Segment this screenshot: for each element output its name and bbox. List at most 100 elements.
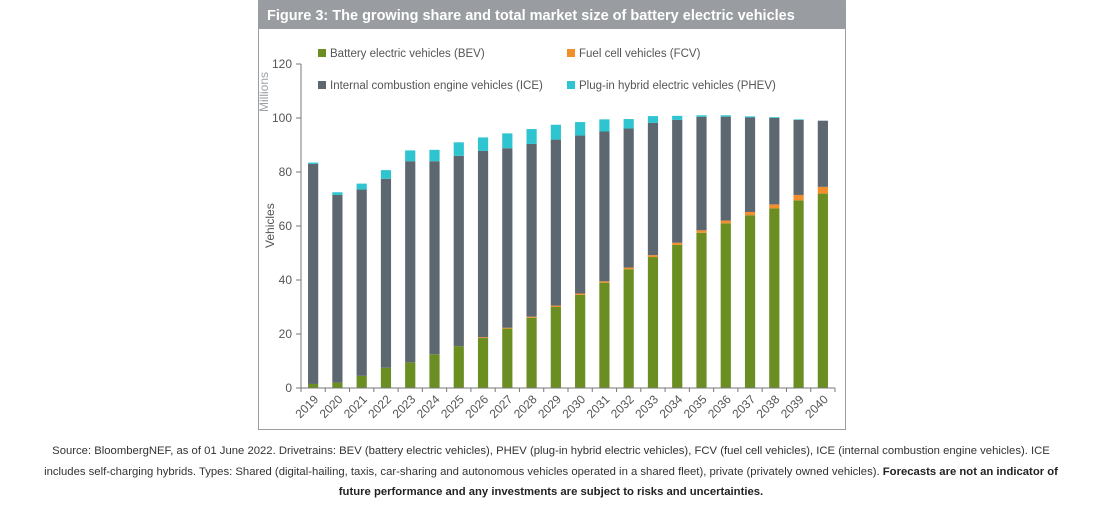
bar-segment-fcv-2028: [526, 316, 537, 318]
legend-label: Battery electric vehicles (BEV): [330, 48, 485, 60]
caption-line-2: includes self-charging hybrids. Types: S…: [0, 462, 1102, 483]
figure-title: Figure 3: The growing share and total ma…: [259, 1, 845, 29]
bar-segment-phev-2029: [550, 124, 561, 140]
y-axis: 0 20 40 60 80 100 120: [272, 57, 302, 395]
bar-segment-ice-2024: [429, 161, 440, 355]
bar-segment-phev-2031: [599, 119, 610, 132]
bar-segment-ice-2039: [793, 119, 804, 195]
bar-segment-ice-2034: [672, 119, 683, 243]
bar-segment-ice-2032: [623, 128, 634, 268]
bar-segment-phev-2035: [696, 115, 707, 117]
bar-segment-fcv-2039: [793, 194, 804, 201]
bar-segment-bev-2035: [696, 232, 707, 388]
bar-segment-phev-2025: [453, 142, 464, 156]
bar-segment-fcv-2038: [769, 204, 780, 209]
y-tick-label: 40: [279, 273, 293, 287]
x-tick-label: 2023: [390, 392, 419, 421]
bar-segment-ice-2026: [477, 150, 489, 338]
bar-segment-phev-2032: [623, 119, 634, 129]
bar-segment-phev-2024: [429, 149, 440, 162]
bar-segment-fcv-2036: [720, 220, 731, 224]
bar-segment-bev-2024: [429, 354, 440, 388]
legend-label: Plug-in hybrid electric vehicles (PHEV): [579, 80, 776, 92]
caption-disclaimer-end: future performance and any investments a…: [338, 486, 764, 498]
bar-segment-fcv-2026: [477, 337, 489, 339]
bar-segment-ice-2031: [599, 131, 610, 282]
bar-segment-bev-2034: [672, 244, 683, 388]
x-tick-label: 2024: [414, 392, 443, 421]
bar-segment-ice-2021: [356, 189, 367, 376]
bar-segment-phev-2020: [332, 192, 343, 195]
bar-segment-ice-2037: [744, 117, 756, 212]
bar-segment-phev-2021: [356, 183, 367, 190]
bar-segment-bev-2028: [526, 317, 537, 388]
y-tick-label: 120: [272, 57, 292, 71]
bar-segment-bev-2038: [769, 208, 780, 388]
bar-segment-fcv-2027: [502, 327, 513, 329]
y-unit-label: Millions: [257, 72, 271, 112]
bar-segment-phev-2033: [647, 116, 659, 123]
caption-disclaimer-start: Forecasts are not an indicator of: [882, 465, 1058, 478]
x-tick-label: 2030: [559, 392, 588, 421]
x-tick-label: 2027: [487, 392, 516, 421]
x-tick-label: 2034: [657, 392, 686, 421]
bar-segment-ice-2035: [696, 116, 707, 231]
caption-line-3: future performance and any investments a…: [0, 482, 1102, 503]
x-tick-label: 2032: [608, 392, 637, 421]
x-axis: 2019202020212022202320242025202620272028…: [292, 387, 836, 421]
bar-segment-ice-2020: [332, 194, 343, 383]
bar-segment-ice-2028: [526, 143, 537, 317]
y-tick-label: 20: [279, 327, 293, 341]
bar-segment-phev-2038: [769, 117, 780, 118]
bar-segment-bev-2022: [380, 367, 392, 388]
bar-segment-ice-2025: [453, 155, 464, 347]
x-tick-label: 2038: [754, 392, 783, 421]
legend-swatch: [567, 81, 575, 89]
bar-segment-ice-2029: [550, 139, 561, 306]
bar-segment-bev-2040: [817, 193, 828, 388]
legend-label: Internal combustion engine vehicles (ICE…: [330, 80, 543, 92]
caption-line-2-text: includes self-charging hybrids. Types: S…: [44, 465, 883, 478]
bar-segment-ice-2027: [502, 148, 513, 328]
bar-segment-bev-2021: [356, 375, 367, 388]
x-tick-label: 2020: [317, 392, 346, 421]
legend-swatch: [318, 81, 326, 89]
bar-segment-bev-2019: [308, 383, 319, 388]
bar-segment-phev-2028: [526, 129, 537, 144]
caption-line-1: Source: BloombergNEF, as of 01 June 2022…: [52, 445, 1050, 457]
bar-segment-fcv-2033: [647, 255, 659, 258]
x-tick-label: 2033: [632, 392, 661, 421]
y-tick-label: 0: [285, 381, 292, 395]
bar-segment-fcv-2029: [550, 305, 561, 307]
x-tick-label: 2026: [462, 392, 491, 421]
bar-segment-phev-2034: [672, 115, 683, 120]
bar-segment-ice-2030: [575, 135, 586, 294]
bar-segment-fcv-2030: [575, 293, 586, 295]
legend-swatch: [318, 49, 326, 57]
bar-segment-phev-2019: [308, 162, 319, 164]
y-tick-label: 80: [279, 165, 293, 179]
x-tick-label: 2021: [341, 392, 370, 421]
bar-segment-fcv-2040: [817, 186, 828, 194]
bar-segment-fcv-2031: [599, 281, 610, 283]
legend-swatch: [567, 49, 575, 57]
bar-segment-phev-2036: [720, 115, 731, 117]
bar-segment-ice-2038: [769, 118, 780, 205]
bar-segment-bev-2020: [332, 382, 343, 388]
bar-segment-bev-2030: [575, 294, 586, 388]
bar-segment-phev-2030: [575, 122, 586, 136]
x-tick-label: 2029: [535, 392, 564, 421]
x-tick-label: 2035: [681, 392, 710, 421]
bar-segment-fcv-2032: [623, 267, 634, 270]
bar-segment-bev-2031: [599, 282, 610, 388]
x-tick-label: 2036: [705, 392, 734, 421]
caption: Source: BloombergNEF, as of 01 June 2022…: [0, 441, 1102, 503]
x-tick-label: 2037: [729, 392, 758, 421]
bar-segment-bev-2029: [550, 307, 561, 388]
bar-segment-bev-2036: [720, 223, 731, 388]
x-tick-label: 2040: [802, 392, 831, 421]
bars: [308, 115, 828, 388]
bar-segment-phev-2022: [380, 170, 392, 179]
x-tick-label: 2031: [584, 392, 613, 421]
bar-segment-ice-2019: [308, 163, 319, 384]
